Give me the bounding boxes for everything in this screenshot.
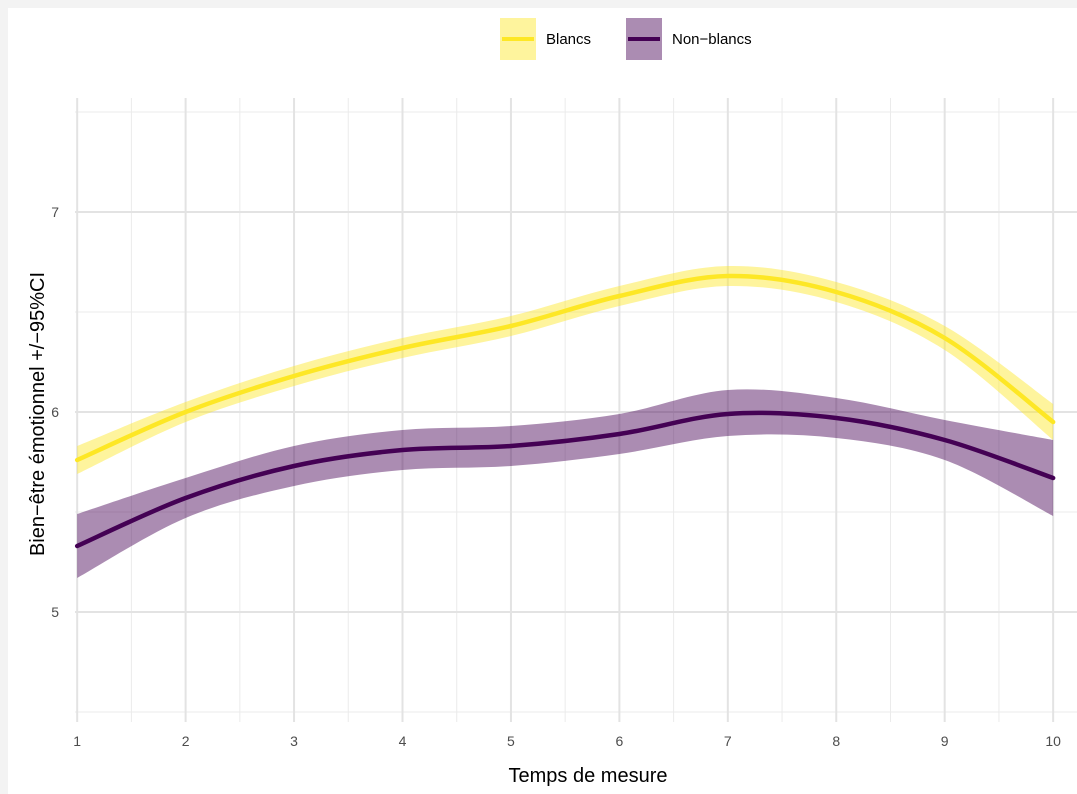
legend-item-non-blancs: Non−blancs <box>626 18 752 60</box>
y-tick-label: 6 <box>51 404 59 420</box>
legend-label-blancs: Blancs <box>546 31 591 48</box>
x-tick-label: 6 <box>615 733 623 749</box>
x-tick-label: 2 <box>182 733 190 749</box>
minor-gridlines <box>75 98 1077 722</box>
series-line-non-blancs <box>74 410 1056 549</box>
ci-band-blancs <box>77 265 1054 474</box>
y-tick-labels: 5 6 7 <box>51 204 59 620</box>
x-axis-title: Temps de mesure <box>509 765 668 787</box>
major-gridlines <box>75 98 1077 722</box>
ci-band-non-blancs <box>77 389 1054 578</box>
x-tick-label: 10 <box>1045 733 1061 749</box>
x-tick-label: 8 <box>832 733 840 749</box>
x-tick-label: 3 <box>290 733 298 749</box>
confidence-bands <box>77 265 1054 578</box>
x-tick-label: 7 <box>724 733 732 749</box>
line-chart: 5 6 7 1 2 3 4 5 6 7 8 9 10 Temps de mesure Bien−êtr… <box>27 18 1077 787</box>
y-tick-label: 7 <box>51 204 59 220</box>
x-tick-label: 4 <box>399 733 407 749</box>
series-lines <box>74 273 1056 549</box>
y-axis-title: Bien−être émotionnel +/−95%CI <box>27 272 49 556</box>
x-tick-label: 5 <box>507 733 515 749</box>
x-tick-label: 1 <box>73 733 81 749</box>
y-tick-label: 5 <box>51 604 59 620</box>
plot-frame: 5 6 7 1 2 3 4 5 6 7 8 9 10 Temps de mesure Bien−êtr… <box>8 8 1077 794</box>
x-tick-label: 9 <box>941 733 949 749</box>
legend-item-blancs: Blancs <box>500 18 591 60</box>
series-line-blancs <box>74 273 1056 463</box>
x-tick-labels: 1 2 3 4 5 6 7 8 9 10 <box>73 733 1061 749</box>
legend: Blancs Non−blancs <box>500 18 752 60</box>
legend-label-non-blancs: Non−blancs <box>672 31 752 48</box>
